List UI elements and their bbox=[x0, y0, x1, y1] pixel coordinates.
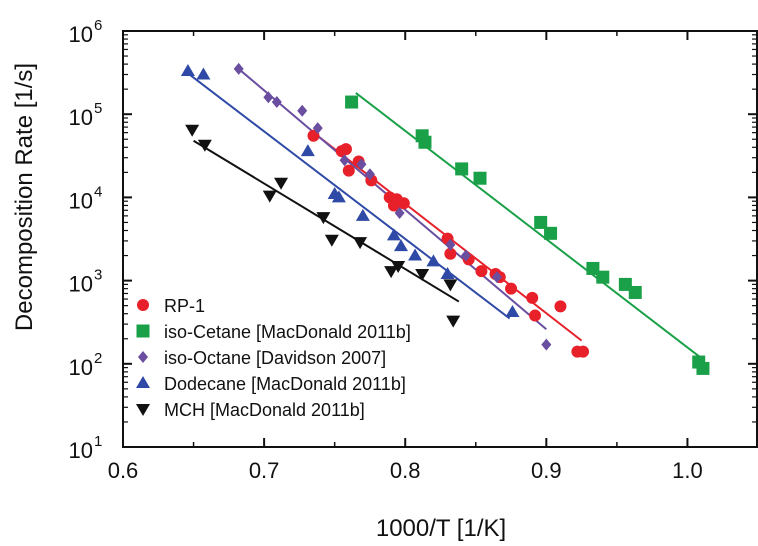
fit-line-dodecane-macdonald-2011b bbox=[187, 72, 511, 320]
axes-layer bbox=[122, 30, 758, 448]
point-iso-cetane-macdonald-2011b bbox=[345, 95, 359, 109]
point-rp-1 bbox=[444, 247, 457, 260]
point-mch-macdonald-2011b bbox=[443, 279, 458, 292]
point-mch-macdonald-2011b bbox=[391, 260, 406, 273]
point-dodecane-macdonald-2011b bbox=[393, 239, 408, 252]
point-iso-cetane-macdonald-2011b bbox=[473, 171, 487, 185]
y-tick-label-base: 10 bbox=[69, 272, 93, 297]
point-rp-1 bbox=[554, 300, 567, 313]
point-dodecane-macdonald-2011b bbox=[196, 67, 211, 80]
point-rp-1 bbox=[307, 129, 320, 142]
point-rp-1 bbox=[505, 282, 518, 295]
point-mch-macdonald-2011b bbox=[415, 269, 430, 282]
y-tick-label-exponent: 4 bbox=[94, 183, 102, 200]
point-iso-cetane-macdonald-2011b bbox=[628, 285, 642, 299]
legend-marker-rp-1 bbox=[137, 299, 149, 311]
legend-label-iso-cetane-macdonald-2011b: iso-Cetane [MacDonald 2011b] bbox=[164, 322, 411, 342]
point-dodecane-macdonald-2011b bbox=[300, 144, 315, 157]
legend: RP-1 iso-Cetane [MacDonald 2011b] iso-Octa… bbox=[136, 296, 411, 420]
x-tick-label: 0.6 bbox=[108, 458, 139, 483]
x-axis-title: 1000/T [1/K] bbox=[376, 515, 506, 542]
plot-frame bbox=[122, 30, 758, 448]
point-rp-1 bbox=[577, 345, 590, 358]
point-iso-cetane-macdonald-2011b bbox=[455, 162, 469, 176]
point-rp-1 bbox=[529, 309, 542, 322]
point-iso-cetane-macdonald-2011b bbox=[696, 361, 710, 375]
y-tick-label-base: 10 bbox=[69, 188, 93, 213]
point-dodecane-macdonald-2011b bbox=[505, 304, 520, 317]
point-dodecane-macdonald-2011b bbox=[408, 248, 423, 261]
point-rp-1 bbox=[339, 143, 352, 156]
point-iso-octane-davidson-2007 bbox=[233, 62, 244, 75]
y-axis-title: Decomposition Rate [1/s] bbox=[11, 63, 38, 331]
point-rp-1 bbox=[397, 197, 410, 210]
point-iso-octane-davidson-2007 bbox=[364, 168, 375, 181]
y-tick-label-base: 10 bbox=[69, 355, 93, 380]
point-iso-octane-davidson-2007 bbox=[263, 91, 274, 104]
point-iso-cetane-macdonald-2011b bbox=[534, 215, 548, 229]
y-tick-label-exponent: 3 bbox=[94, 267, 102, 284]
x-tick-label: 0.7 bbox=[249, 458, 280, 483]
point-iso-octane-davidson-2007 bbox=[297, 104, 308, 117]
fit-line-iso-cetane-macdonald-2011b bbox=[355, 92, 701, 359]
x-tick-label: 1.0 bbox=[672, 458, 703, 483]
point-dodecane-macdonald-2011b bbox=[331, 190, 346, 203]
point-mch-macdonald-2011b bbox=[384, 266, 399, 279]
point-mch-macdonald-2011b bbox=[353, 237, 368, 250]
point-rp-1 bbox=[342, 164, 355, 177]
fit-line-mch-macdonald-2011b bbox=[193, 139, 460, 303]
point-mch-macdonald-2011b bbox=[316, 212, 331, 225]
point-dodecane-macdonald-2011b bbox=[426, 254, 441, 267]
point-iso-octane-davidson-2007 bbox=[394, 206, 405, 219]
points-layer bbox=[180, 62, 710, 375]
point-mch-macdonald-2011b bbox=[185, 124, 200, 137]
y-tick-label-base: 10 bbox=[69, 105, 93, 130]
point-iso-cetane-macdonald-2011b bbox=[618, 277, 632, 291]
point-mch-macdonald-2011b bbox=[324, 234, 339, 247]
point-iso-octane-davidson-2007 bbox=[339, 154, 350, 167]
x-tick-label: 0.9 bbox=[531, 458, 562, 483]
point-iso-octane-davidson-2007 bbox=[356, 158, 367, 171]
legend-label-dodecane-macdonald-2011b: Dodecane [MacDonald 2011b] bbox=[164, 374, 406, 394]
point-mch-macdonald-2011b bbox=[197, 139, 212, 152]
point-iso-octane-davidson-2007 bbox=[312, 122, 323, 135]
legend-marker-iso-cetane-macdonald-2011b bbox=[136, 324, 150, 338]
point-mch-macdonald-2011b bbox=[262, 190, 277, 203]
legend-label-rp-1: RP-1 bbox=[164, 296, 205, 316]
point-iso-cetane-macdonald-2011b bbox=[586, 261, 600, 275]
point-iso-octane-davidson-2007 bbox=[271, 96, 282, 109]
point-rp-1 bbox=[526, 291, 539, 304]
y-tick-label-exponent: 2 bbox=[94, 350, 102, 367]
point-iso-cetane-macdonald-2011b bbox=[544, 226, 558, 240]
point-dodecane-macdonald-2011b bbox=[386, 228, 401, 241]
point-iso-octane-davidson-2007 bbox=[541, 338, 552, 351]
y-tick-label-base: 10 bbox=[69, 438, 93, 463]
y-tick-label-base: 10 bbox=[69, 22, 93, 47]
point-dodecane-macdonald-2011b bbox=[355, 208, 370, 221]
y-tick-label-exponent: 6 bbox=[94, 17, 102, 34]
fit-lines-layer bbox=[187, 68, 701, 359]
point-iso-octane-davidson-2007 bbox=[460, 249, 471, 262]
point-mch-macdonald-2011b bbox=[274, 177, 289, 190]
x-tick-label: 0.8 bbox=[390, 458, 421, 483]
point-iso-cetane-macdonald-2011b bbox=[596, 270, 610, 284]
y-tick-label-exponent: 5 bbox=[94, 100, 102, 117]
point-iso-cetane-macdonald-2011b bbox=[418, 135, 432, 149]
point-dodecane-macdonald-2011b bbox=[440, 267, 455, 280]
point-mch-macdonald-2011b bbox=[446, 315, 461, 328]
y-tick-label-exponent: 1 bbox=[94, 433, 102, 450]
legend-marker-dodecane-macdonald-2011b bbox=[136, 376, 150, 388]
legend-label-mch-macdonald-2011b: MCH [MacDonald 2011b] bbox=[164, 400, 365, 420]
point-rp-1 bbox=[475, 265, 488, 278]
legend-label-iso-octane-davidson-2007: iso-Octane [Davidson 2007] bbox=[164, 348, 386, 368]
point-iso-octane-davidson-2007 bbox=[491, 271, 502, 284]
point-dodecane-macdonald-2011b bbox=[180, 64, 195, 77]
legend-marker-iso-octane-davidson-2007 bbox=[138, 351, 148, 363]
point-iso-octane-davidson-2007 bbox=[445, 238, 456, 251]
legend-marker-mch-macdonald-2011b bbox=[136, 404, 150, 416]
